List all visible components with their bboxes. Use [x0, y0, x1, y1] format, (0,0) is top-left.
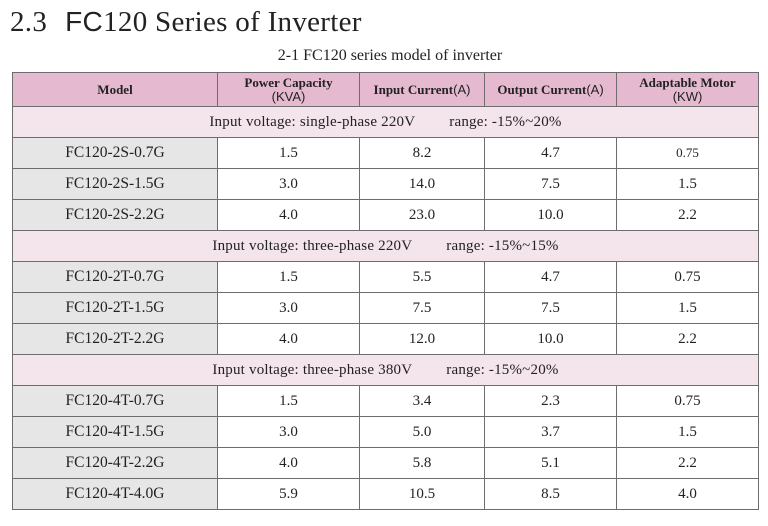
adaptable-motor-cell: 0.75 [616, 385, 759, 417]
section-title-prefix: FC [65, 6, 104, 37]
adaptable-motor-cell: 0.75 [616, 261, 759, 293]
model-cell: FC120-2S-0.7G [12, 137, 218, 169]
section-heading: 2.3 FC120 Series of Inverter [10, 2, 362, 42]
input-current-cell: 12.0 [359, 323, 485, 355]
column-header-output-current: Output Current(A) [484, 72, 617, 107]
table-row: FC120-4T-0.7G 1.5 3.4 2.3 0.75 [12, 385, 759, 417]
power-capacity-cell: 4.0 [217, 447, 360, 479]
voltage-group-label: Input voltage: three-phase 380V range: -1… [12, 354, 759, 386]
table-row: FC120-2T-1.5G 3.0 7.5 7.5 1.5 [12, 292, 759, 324]
power-capacity-cell: 1.5 [217, 137, 360, 169]
input-voltage-text: Input voltage: single-phase 220V [209, 113, 416, 130]
column-header-adaptable-motor: Adaptable Motor (KW) [616, 72, 759, 107]
model-cell: FC120-2T-1.5G [12, 292, 218, 324]
input-current-cell: 5.8 [359, 447, 485, 479]
input-current-cell: 7.5 [359, 292, 485, 324]
output-current-cell: 2.3 [484, 385, 617, 417]
table-row: FC120-2S-1.5G 3.0 14.0 7.5 1.5 [12, 168, 759, 200]
output-current-cell: 5.1 [484, 447, 617, 479]
input-current-cell: 8.2 [359, 137, 485, 169]
voltage-range-text: range: -15%~20% [446, 361, 559, 378]
output-current-cell: 8.5 [484, 478, 617, 510]
section-title: 120 Series of Inverter [103, 6, 362, 38]
model-cell: FC120-2T-0.7G [12, 261, 218, 293]
output-current-cell: 7.5 [484, 168, 617, 200]
model-cell: FC120-4T-0.7G [12, 385, 218, 417]
table-row: FC120-4T-2.2G 4.0 5.8 5.1 2.2 [12, 447, 759, 479]
table-row: FC120-4T-4.0G 5.9 10.5 8.5 4.0 [12, 478, 759, 510]
adaptable-motor-cell: 1.5 [616, 168, 759, 200]
voltage-group-row: Input voltage: three-phase 380V range: -1… [12, 354, 759, 386]
model-cell: FC120-4T-2.2G [12, 447, 218, 479]
table-row: FC120-2T-2.2G 4.0 12.0 10.0 2.2 [12, 323, 759, 355]
output-current-cell: 10.0 [484, 199, 617, 231]
power-capacity-cell: 3.0 [217, 416, 360, 448]
voltage-group-label: Input voltage: single-phase 220V range: -… [12, 106, 759, 138]
column-header-model: Model [12, 72, 218, 107]
table-header-row: Model Power Capacity (KVA) Input Current(… [12, 72, 759, 107]
adaptable-motor-cell: 1.5 [616, 292, 759, 324]
input-current-cell: 14.0 [359, 168, 485, 200]
input-current-cell: 5.5 [359, 261, 485, 293]
output-current-cell: 3.7 [484, 416, 617, 448]
voltage-range-text: range: -15%~20% [449, 113, 562, 130]
model-cell: FC120-2S-2.2G [12, 199, 218, 231]
adaptable-motor-cell: 0.75 [616, 137, 759, 169]
model-cell: FC120-4T-4.0G [12, 478, 218, 510]
input-current-cell: 5.0 [359, 416, 485, 448]
power-capacity-cell: 1.5 [217, 261, 360, 293]
model-cell: FC120-2S-1.5G [12, 168, 218, 200]
voltage-group-row: Input voltage: single-phase 220V range: -… [12, 106, 759, 138]
adaptable-motor-cell: 2.2 [616, 323, 759, 355]
output-current-cell: 7.5 [484, 292, 617, 324]
voltage-group-row: Input voltage: three-phase 220V range: -1… [12, 230, 759, 262]
adaptable-motor-cell: 2.2 [616, 199, 759, 231]
table-caption: 2-1 FC120 series model of inverter [277, 47, 503, 64]
table-row: FC120-4T-1.5G 3.0 5.0 3.7 1.5 [12, 416, 759, 448]
power-capacity-cell: 4.0 [217, 199, 360, 231]
inverter-model-table: Model Power Capacity (KVA) Input Current(… [12, 72, 759, 510]
column-header-power-capacity: Power Capacity (KVA) [217, 72, 360, 107]
voltage-group-label: Input voltage: three-phase 220V range: -1… [12, 230, 759, 262]
input-voltage-text: Input voltage: three-phase 380V [212, 361, 413, 378]
input-current-cell: 10.5 [359, 478, 485, 510]
voltage-range-text: range: -15%~15% [446, 237, 559, 254]
adaptable-motor-cell: 1.5 [616, 416, 759, 448]
model-cell: FC120-2T-2.2G [12, 323, 218, 355]
output-current-cell: 4.7 [484, 137, 617, 169]
input-voltage-text: Input voltage: three-phase 220V [212, 237, 413, 254]
column-header-input-current: Input Current(A) [359, 72, 485, 107]
table-row: FC120-2T-0.7G 1.5 5.5 4.7 0.75 [12, 261, 759, 293]
power-capacity-cell: 3.0 [217, 168, 360, 200]
power-capacity-cell: 4.0 [217, 323, 360, 355]
section-number: 2.3 [10, 6, 48, 38]
adaptable-motor-cell: 4.0 [616, 478, 759, 510]
input-current-cell: 3.4 [359, 385, 485, 417]
adaptable-motor-cell: 2.2 [616, 447, 759, 479]
model-cell: FC120-4T-1.5G [12, 416, 218, 448]
output-current-cell: 10.0 [484, 323, 617, 355]
power-capacity-cell: 1.5 [217, 385, 360, 417]
power-capacity-cell: 5.9 [217, 478, 360, 510]
table-row: FC120-2S-2.2G 4.0 23.0 10.0 2.2 [12, 199, 759, 231]
output-current-cell: 4.7 [484, 261, 617, 293]
table-row: FC120-2S-0.7G 1.5 8.2 4.7 0.75 [12, 137, 759, 169]
input-current-cell: 23.0 [359, 199, 485, 231]
power-capacity-cell: 3.0 [217, 292, 360, 324]
